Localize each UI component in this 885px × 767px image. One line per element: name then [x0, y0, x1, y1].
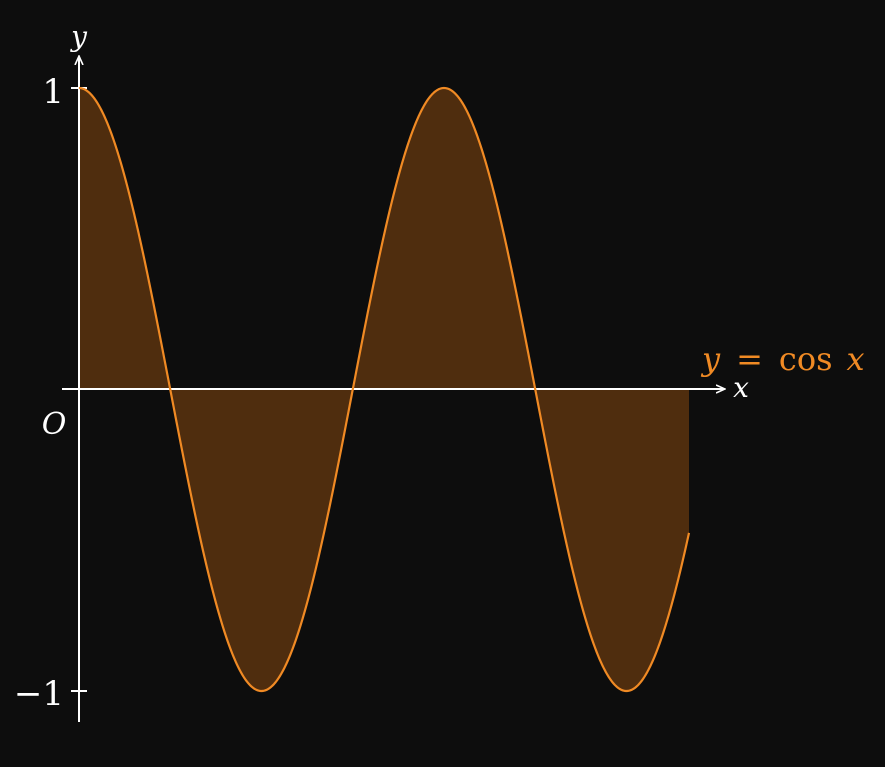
x-axis-label: x: [733, 371, 749, 404]
cosine-curve: [78, 86, 691, 693]
ytick-label-neg1: −1: [14, 674, 64, 714]
ytick-label-1: 1: [42, 72, 64, 112]
origin-label: O: [42, 407, 67, 442]
series-label-fn: cos: [779, 340, 833, 378]
series-label: y = cos x: [700, 340, 865, 378]
series-label-eq: =: [736, 340, 763, 378]
series-label-y: y: [700, 340, 721, 378]
y-axis-label: y: [69, 20, 88, 53]
series-label-x: x: [847, 340, 865, 378]
